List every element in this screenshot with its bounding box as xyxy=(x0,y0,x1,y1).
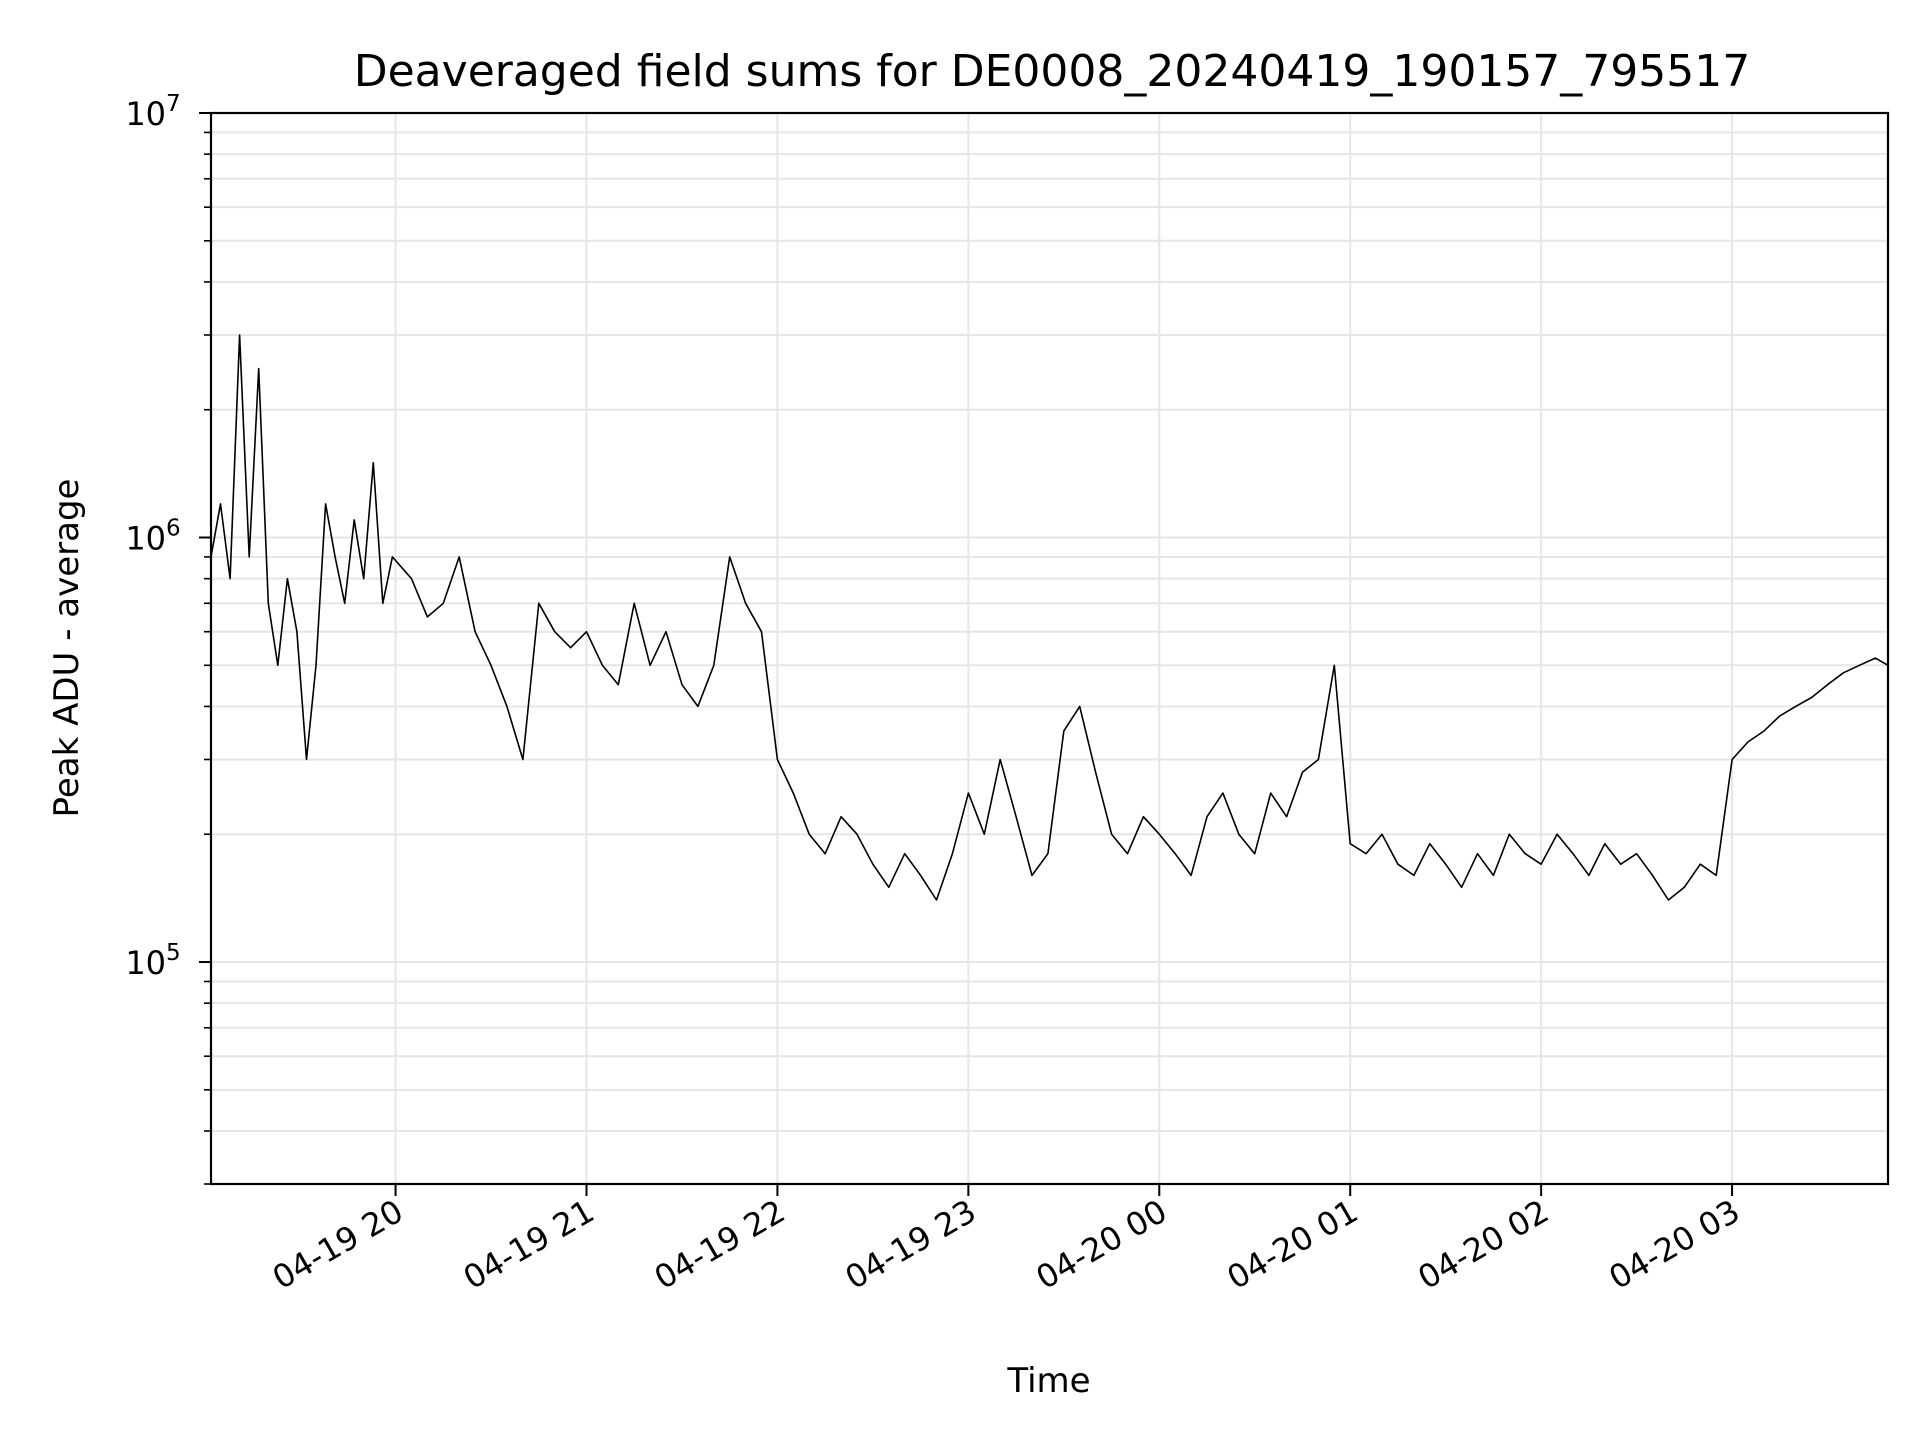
y-tick-label-base: 10 xyxy=(125,95,166,133)
y-tick-label: 107 xyxy=(125,91,180,133)
y-tick-label-base: 10 xyxy=(125,944,166,982)
y-axis-title: Peak ADU - average xyxy=(47,479,87,818)
y-tick-label-base: 10 xyxy=(125,520,166,558)
series-layer xyxy=(210,334,1889,901)
x-axis-title: Time xyxy=(1006,1361,1090,1401)
chart-title: Deaveraged field sums for DE0008_2024041… xyxy=(354,46,1751,97)
plot-frame xyxy=(209,111,1890,1186)
y-tick-label-exponent: 5 xyxy=(166,940,181,966)
y-tick-label-exponent: 6 xyxy=(166,516,181,542)
y-tick-label: 105 xyxy=(125,940,180,982)
y-tick-label-exponent: 7 xyxy=(166,91,181,117)
series-line xyxy=(210,334,1889,901)
y-tick-label: 106 xyxy=(125,516,180,558)
